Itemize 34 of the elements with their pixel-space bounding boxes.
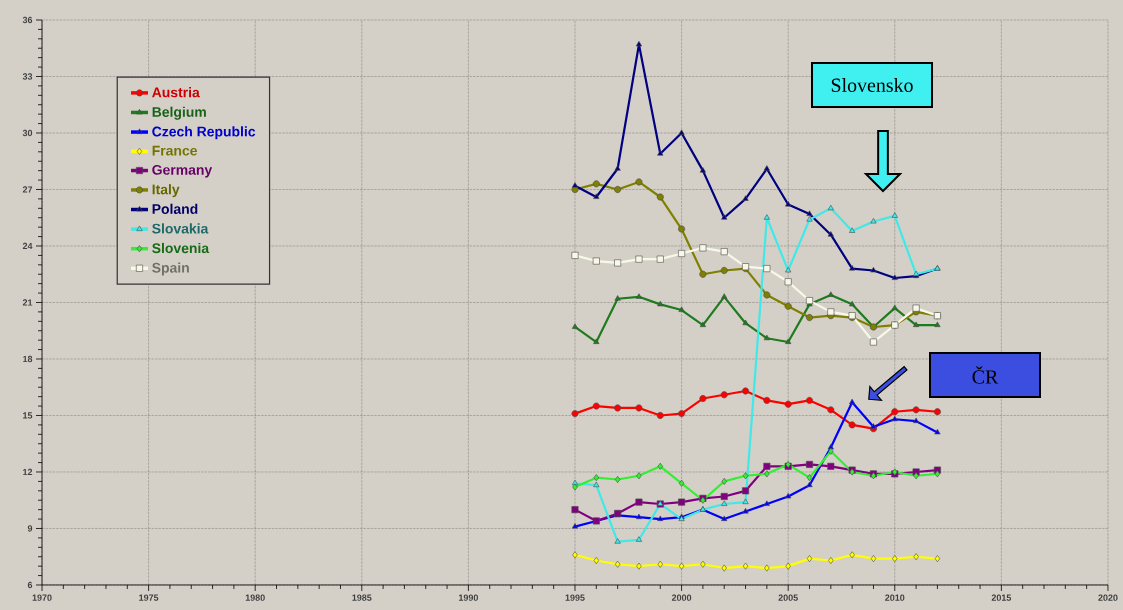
legend-label: France <box>152 145 197 156</box>
x-tick-label: 1970 <box>32 594 52 601</box>
y-tick-label: 6 <box>27 581 33 589</box>
x-tick-label: 1990 <box>458 594 478 601</box>
annotation: Slovensko <box>831 77 913 92</box>
y-tick-label: 21 <box>22 299 33 306</box>
x-tick-label: 1985 <box>352 594 372 601</box>
y-tick-label: 33 <box>22 73 33 80</box>
legend-label: Belgium <box>152 106 206 120</box>
x-tick-label: 1980 <box>245 594 265 601</box>
y-tick-label: 30 <box>22 129 33 137</box>
y-tick-label: 24 <box>22 242 33 250</box>
x-tick-label: 2010 <box>885 594 905 601</box>
legend-label: Austria <box>152 87 200 98</box>
legend-label: Czech Republic <box>152 126 256 140</box>
legend-label: Slovenia <box>152 242 210 254</box>
x-tick-label: 2000 <box>671 594 692 601</box>
legend-label: Italy <box>152 184 180 198</box>
y-tick-label: 12 <box>23 468 33 476</box>
x-tick-label: 2015 <box>991 594 1012 601</box>
legend-label: Poland <box>152 203 198 214</box>
y-tick-label: 9 <box>27 525 33 532</box>
x-tick-label: 1975 <box>139 594 159 601</box>
legend-label: Germany <box>152 164 213 178</box>
y-tick-label: 15 <box>23 412 33 419</box>
y-tick-label: 18 <box>23 355 33 363</box>
annotation: ČR <box>972 366 999 384</box>
legend-label: Slovakia <box>152 223 209 234</box>
y-tick-label: 27 <box>22 186 33 193</box>
x-tick-label: 1995 <box>565 594 585 601</box>
legend-label: Spain <box>152 262 189 276</box>
y-tick-label: 36 <box>22 16 33 24</box>
x-tick-label: 2005 <box>778 594 798 601</box>
x-tick-label: 2020 <box>1098 594 1118 601</box>
